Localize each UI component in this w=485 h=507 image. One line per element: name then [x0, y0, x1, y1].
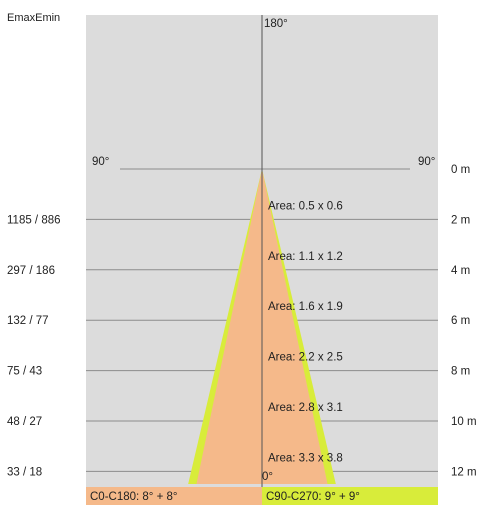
legend-c0-c180-swatch — [86, 487, 262, 505]
angle-label-right: 90° — [418, 156, 435, 168]
distance-label: 4 m — [451, 265, 470, 277]
area-label: Area: 1.6 x 1.9 — [268, 301, 343, 313]
distance-label: 6 m — [451, 315, 470, 327]
area-label: Area: 2.2 x 2.5 — [268, 352, 343, 364]
legend-c90-c270-swatch — [262, 487, 438, 505]
emax-emin-header: EmaxEmin — [7, 12, 60, 24]
angle-label-left: 90° — [92, 156, 109, 168]
distance-label: 12 m — [451, 466, 477, 478]
legend-c0-c180-label: C0-C180: 8° + 8° — [90, 491, 178, 503]
distance-label: 10 m — [451, 416, 477, 428]
emax-emin-value: 48 / 27 — [7, 416, 42, 428]
area-label: Area: 1.1 x 1.2 — [268, 251, 343, 263]
area-label: Area: 0.5 x 0.6 — [268, 200, 343, 212]
distance-label: 8 m — [451, 366, 470, 378]
distance-label: 0 m — [451, 164, 470, 176]
beam-legend: C0-C180: 8° + 8° C90-C270: 9° + 9° — [86, 487, 438, 505]
emax-emin-value: 297 / 186 — [7, 265, 55, 277]
angle-label-bottom: 0° — [262, 471, 273, 483]
emax-emin-value: 1185 / 886 — [7, 214, 61, 226]
angle-label-top: 180° — [264, 18, 288, 30]
distance-label: 2 m — [451, 214, 470, 226]
area-label: Area: 2.8 x 3.1 — [268, 402, 343, 414]
area-label: Area: 3.3 x 3.8 — [268, 452, 343, 464]
emax-emin-value: 33 / 18 — [7, 466, 42, 478]
emax-emin-value: 75 / 43 — [7, 366, 42, 378]
row-labels: 0 m 2 m 1185 / 886 Area: 0.5 x 0.6 4 m 297 / … — [7, 164, 477, 478]
legend-c90-c270-label: C90-C270: 9° + 9° — [266, 491, 360, 503]
emax-emin-value: 132 / 77 — [7, 315, 49, 327]
